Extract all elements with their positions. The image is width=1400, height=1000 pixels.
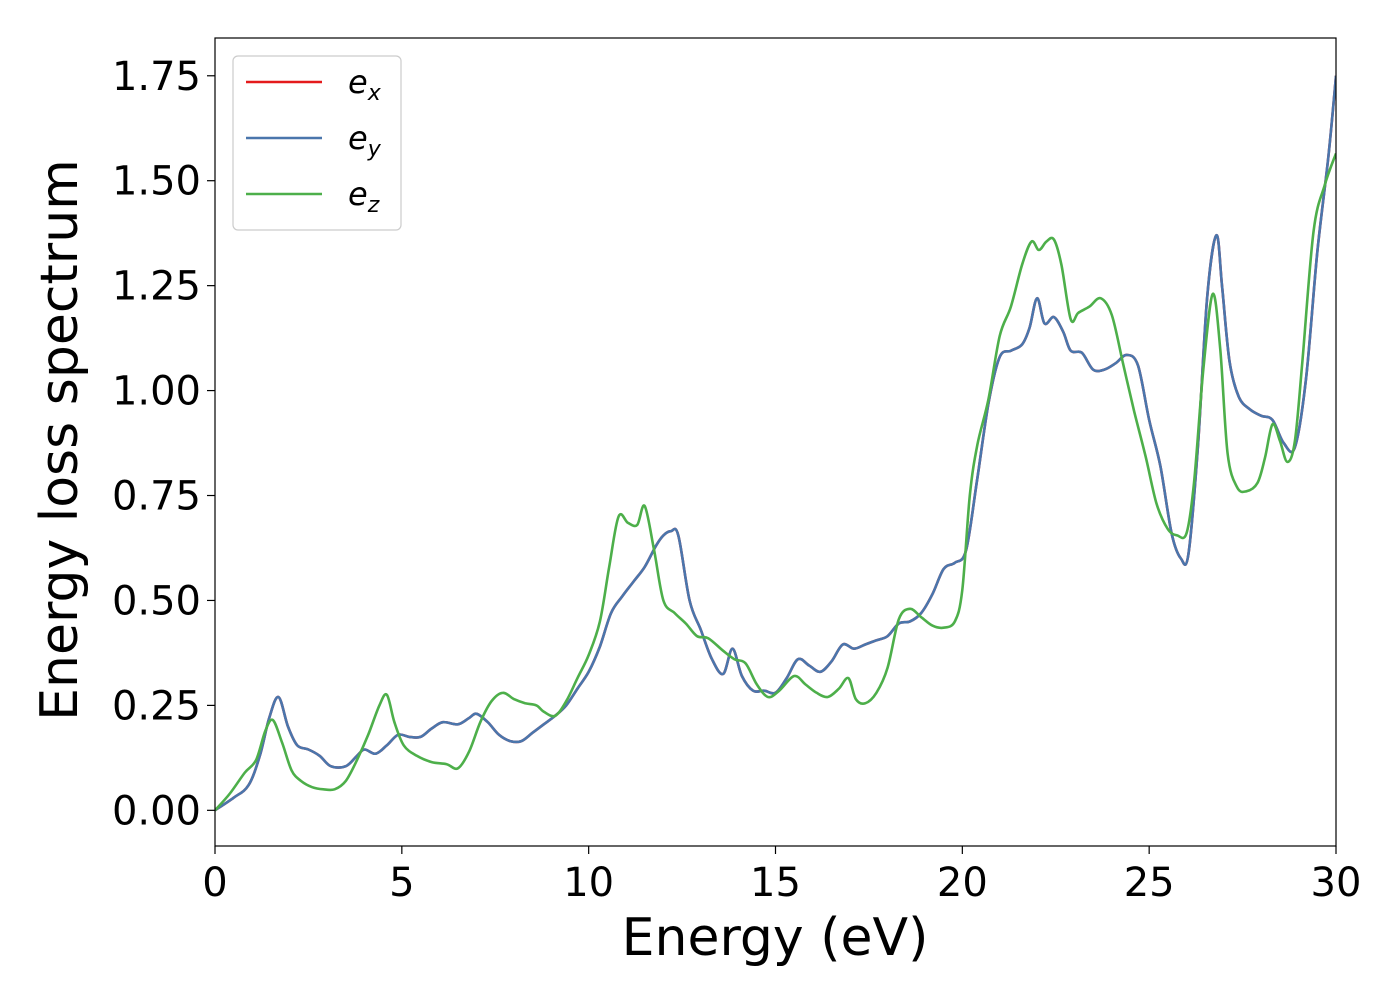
x-tick-label: 20 xyxy=(937,860,988,906)
y-tick-label: 1.25 xyxy=(112,264,201,310)
x-axis-title: Energy (eV) xyxy=(622,908,929,968)
x-axis-ticks: 0 5 10 15 20 25 30 xyxy=(202,846,1361,906)
y-tick-label: 0.50 xyxy=(112,578,201,624)
x-tick-label: 10 xyxy=(563,860,614,906)
series-line-ez xyxy=(215,152,1336,812)
x-tick-label: 25 xyxy=(1124,860,1175,906)
x-tick-label: 5 xyxy=(389,860,414,906)
y-axis-ticks: 0.00 0.25 0.50 0.75 1.00 1.25 1.50 1.75 xyxy=(112,54,215,834)
y-tick-label: 1.75 xyxy=(112,54,201,100)
legend-box xyxy=(232,55,402,231)
x-tick-label: 15 xyxy=(750,860,801,906)
y-tick-label: 1.50 xyxy=(112,159,201,205)
x-tick-label: 30 xyxy=(1311,860,1362,906)
x-tick-label: 0 xyxy=(202,860,227,906)
y-tick-label: 0.25 xyxy=(112,683,201,729)
y-tick-label: 0.75 xyxy=(112,474,201,520)
y-tick-label: 0.00 xyxy=(112,788,201,834)
y-tick-label: 1.00 xyxy=(112,369,201,415)
series-line-ey xyxy=(215,75,1336,812)
y-axis-title: Energy loss spectrum xyxy=(30,159,90,721)
